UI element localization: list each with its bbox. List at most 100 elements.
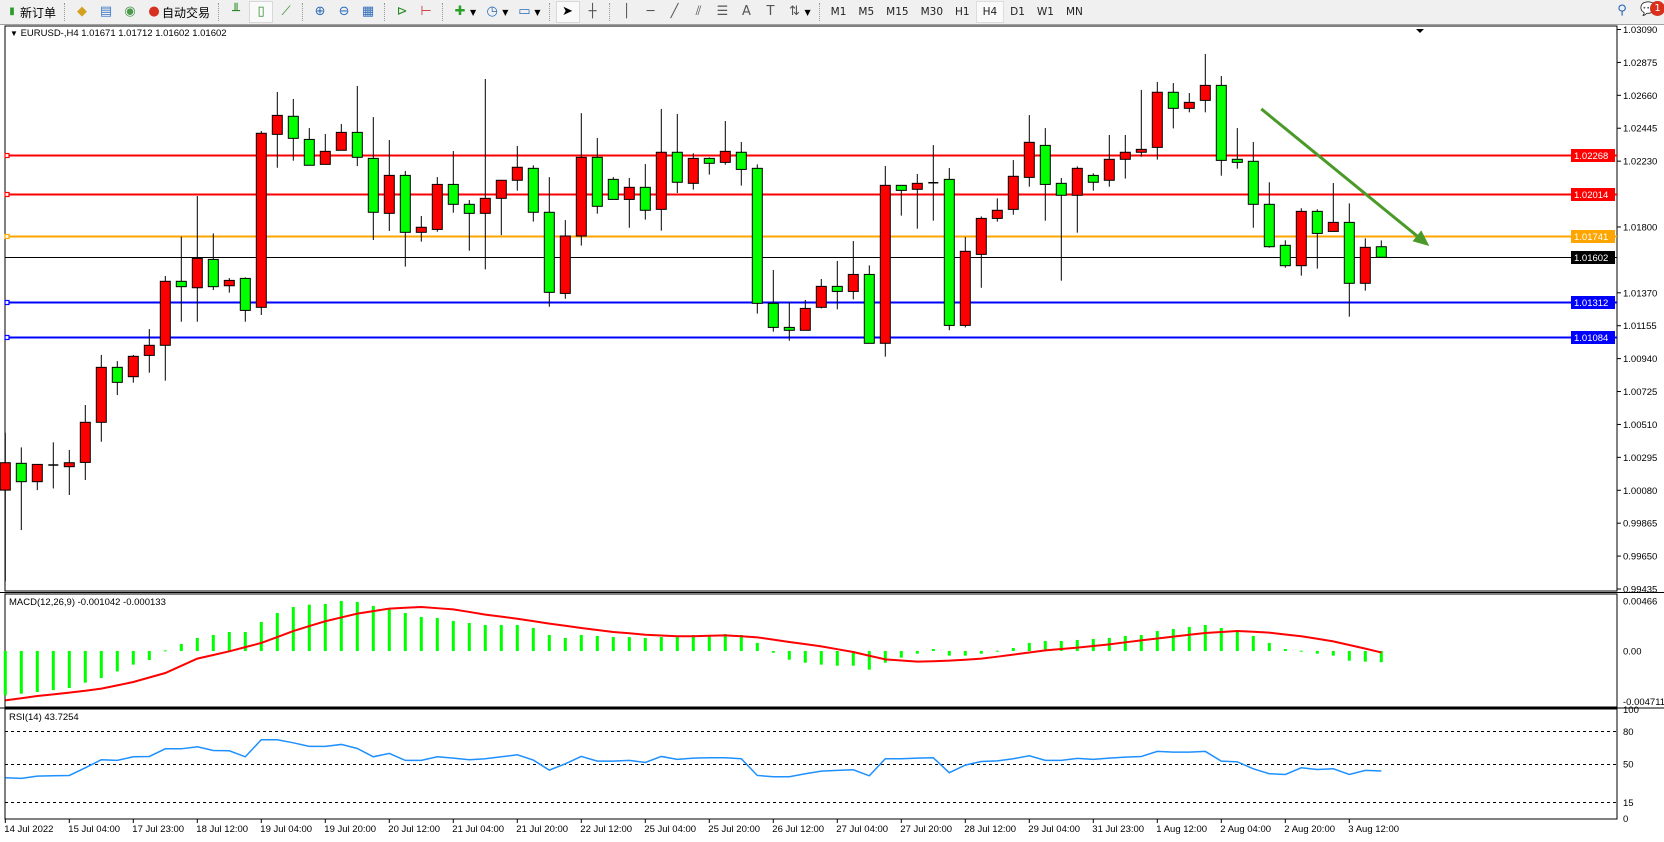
vertical-line-button[interactable]: │ — [616, 1, 638, 23]
candle-body — [911, 182, 923, 190]
chart-shift-button[interactable]: ⊳ — [391, 1, 413, 23]
chart-header-text: EURUSD-,H4 1.01671 1.01712 1.01602 1.016… — [20, 28, 227, 39]
timeframe-mn[interactable]: MN — [1065, 6, 1083, 18]
chevron-down-icon: ▼ — [804, 7, 811, 17]
periods-button[interactable]: ◷ ▼ — [481, 1, 511, 23]
text-label-button[interactable]: T — [760, 1, 782, 23]
line-chart-button[interactable]: ⟋ — [275, 1, 297, 23]
macd-histogram-bar — [883, 651, 887, 663]
candle-body — [623, 186, 635, 200]
candle-body — [255, 132, 267, 308]
level-price-tag — [1571, 149, 1615, 162]
macd-histogram-bar — [291, 607, 295, 651]
candle-body — [1359, 246, 1371, 284]
macd-histogram-bar — [707, 635, 711, 651]
candle-body — [1103, 158, 1115, 181]
candle-body — [1327, 221, 1339, 232]
crosshair-button[interactable]: ┼ — [582, 1, 604, 23]
macd-histogram-bar — [195, 638, 199, 651]
timeframe-m1[interactable]: M1 — [830, 6, 847, 18]
fibo-fan-button[interactable]: ☰ — [712, 1, 734, 23]
macd-histogram-bar — [515, 625, 519, 651]
macd-histogram-bar — [1187, 626, 1191, 651]
macd-histogram-bar — [275, 613, 279, 651]
candle-body — [1023, 141, 1035, 178]
candle-body — [1247, 160, 1259, 205]
price-axis-label: 1.01155 — [1623, 321, 1657, 332]
search-icon[interactable]: ⚲ — [1617, 3, 1627, 18]
market-watch-button[interactable]: ◆ — [71, 1, 93, 23]
macd-histogram-bar — [19, 651, 23, 694]
bar-chart-button[interactable]: ╨ — [225, 1, 247, 23]
candle-body — [575, 156, 587, 237]
timeframe-h4[interactable]: H4 — [975, 1, 1005, 23]
auto-trading-button[interactable]: ● 自动交易 — [143, 1, 213, 23]
timeframe-h1[interactable]: H1 — [955, 6, 970, 18]
macd-histogram-bar — [675, 637, 679, 651]
chart-shift-marker — [1416, 29, 1424, 33]
price-axis-label: 1.03090 — [1623, 25, 1657, 36]
trendline-icon: ╱ — [670, 4, 679, 19]
macd-histogram-bar — [131, 651, 135, 665]
macd-histogram-bar — [115, 651, 119, 672]
text-button[interactable]: A — [736, 1, 758, 23]
crosshair-icon: ┼ — [588, 4, 597, 19]
time-axis-label: 14 Jul 2022 — [4, 824, 53, 835]
macd-histogram-bar — [723, 634, 727, 651]
indicators-button[interactable]: ✚ ▼ — [449, 1, 479, 23]
signals-button[interactable]: ◉ — [119, 1, 141, 23]
tile-windows-button[interactable]: ▦ — [357, 1, 379, 23]
notification-badge: 1 — [1650, 1, 1664, 16]
candle-body — [287, 115, 299, 139]
timeframe-d1[interactable]: D1 — [1010, 6, 1025, 18]
timeframe-m15[interactable]: M15 — [886, 6, 909, 18]
candle-body — [31, 463, 43, 483]
navigator-button[interactable]: ▤ — [95, 1, 117, 23]
macd-histogram-bar — [643, 638, 647, 651]
zoom-out-button[interactable]: ⊖ — [333, 1, 355, 23]
cursor-button[interactable]: ➤ — [555, 1, 580, 23]
candle-body — [1087, 174, 1099, 183]
candle-body — [1135, 148, 1147, 153]
notification-button[interactable]: 💬 1 — [1640, 1, 1664, 18]
bar-chart-icon: ╨ — [232, 4, 240, 19]
candle-body — [767, 302, 779, 328]
candle-body — [1263, 203, 1275, 248]
candle-body — [1167, 91, 1179, 109]
macd-histogram-bar — [3, 651, 7, 696]
timeframe-m5[interactable]: M5 — [858, 6, 875, 18]
candlestick-button[interactable]: ▯ — [249, 1, 274, 23]
timeframe-w1[interactable]: W1 — [1036, 6, 1054, 18]
separator — [384, 3, 386, 21]
arrows-button[interactable]: ⇅ ▼ — [784, 1, 814, 23]
fibonacci-button[interactable]: ⫽ — [688, 1, 710, 23]
new-order-button[interactable]: ▮ 新订单 — [1, 1, 59, 23]
macd-histogram-bar — [771, 651, 775, 653]
trendline-button[interactable]: ╱ — [664, 1, 686, 23]
macd-histogram-bar — [691, 635, 695, 651]
candle-body — [463, 203, 475, 214]
macd-histogram-bar — [483, 625, 487, 651]
horizontal-line-button[interactable]: ─ — [640, 1, 662, 23]
symbol-menu-icon[interactable]: ▼ — [10, 29, 18, 38]
candle-body — [1119, 151, 1131, 160]
macd-histogram-bar — [1267, 642, 1271, 651]
candle-body — [527, 167, 539, 213]
price-panel-frame — [4, 25, 1618, 592]
time-axis-label: 21 Jul 20:00 — [516, 824, 568, 835]
price-axis-label: 1.01800 — [1623, 222, 1657, 233]
macd-histogram-bar — [35, 651, 39, 692]
timeframe-m30[interactable]: M30 — [920, 6, 943, 18]
candle-body — [1151, 91, 1163, 148]
candle-body — [719, 150, 731, 163]
macd-histogram-bar — [1043, 641, 1047, 651]
price-axis-label: 0.99650 — [1623, 552, 1657, 563]
separator — [302, 3, 304, 21]
zoom-in-button[interactable]: ⊕ — [309, 1, 331, 23]
level-price-label: 1.01084 — [1574, 333, 1608, 344]
autoscroll-button[interactable]: ⊢ — [415, 1, 437, 23]
candle-body — [111, 366, 123, 383]
templates-button[interactable]: ▭ ▼ — [513, 1, 543, 23]
candle-body — [591, 156, 603, 207]
